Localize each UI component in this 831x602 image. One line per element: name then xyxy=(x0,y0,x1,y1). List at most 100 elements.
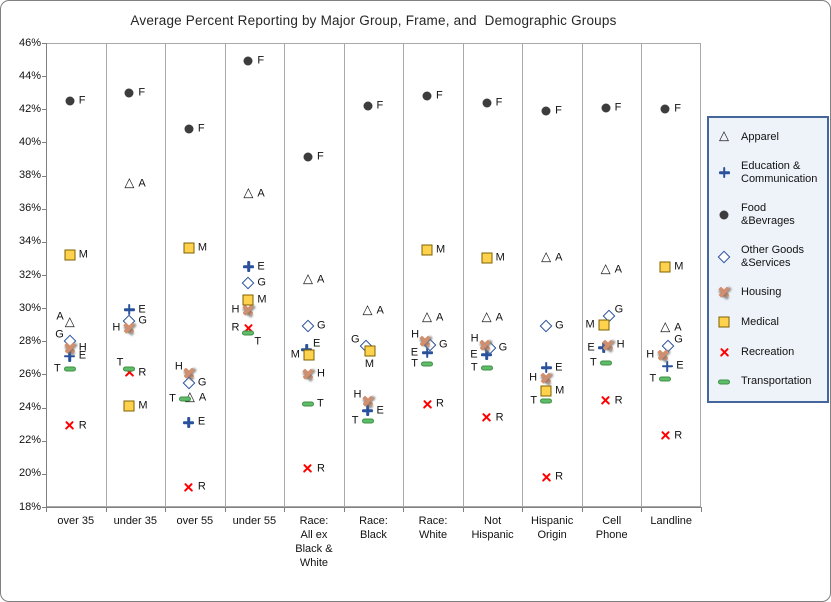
legend-item-E: Education & Communication xyxy=(716,160,823,186)
point-T-5 xyxy=(361,418,374,424)
point-M-10 xyxy=(659,261,671,273)
legend-item-R: Recreation xyxy=(716,345,823,359)
x-axis-category-label: under 35 xyxy=(113,515,158,527)
y-axis-tick xyxy=(42,175,46,177)
legend-item-T: Transportation xyxy=(716,375,823,389)
y-axis-tick-label: 20% xyxy=(18,467,41,480)
point-H-6 xyxy=(419,335,431,347)
point-label-R-6: R xyxy=(436,397,444,410)
recreation-legend-icon xyxy=(716,345,732,359)
point-label-T-8: T xyxy=(530,394,538,407)
point-A-8: △ xyxy=(541,249,552,265)
x-axis-tick xyxy=(403,507,405,512)
point-R-8 xyxy=(541,472,552,483)
point-A-6: △ xyxy=(422,309,433,325)
x-axis-category-label: Hispanic Origin xyxy=(531,515,574,541)
food-bevrages-marker-circle-icon xyxy=(719,210,729,220)
point-label-H-7: H xyxy=(470,332,479,345)
x-axis-category-label: Cell Phone xyxy=(595,515,628,541)
food-bevrages-legend-icon xyxy=(716,208,732,222)
education-communication-marker-plus-icon xyxy=(718,167,730,179)
point-label-M-5: M xyxy=(364,358,375,371)
point-E-8 xyxy=(540,362,552,374)
point-label-E-2: E xyxy=(197,415,206,428)
point-label-G-6: G xyxy=(439,338,448,351)
y-axis-tick-label: 28% xyxy=(18,334,41,347)
recreation-marker-x-icon xyxy=(719,347,730,358)
housing-legend-icon xyxy=(716,285,732,299)
y-axis-tick-label: 42% xyxy=(18,102,41,115)
point-label-F-3: F xyxy=(257,54,265,67)
y-axis-line xyxy=(46,43,47,507)
category-gridline xyxy=(224,43,226,507)
other-goods-services-legend-icon xyxy=(716,250,732,264)
point-M-6 xyxy=(421,244,433,256)
point-H-5 xyxy=(361,395,374,407)
point-label-F-9: F xyxy=(614,101,622,114)
point-label-H-10: H xyxy=(646,348,655,361)
point-label-G-3: G xyxy=(257,276,266,289)
point-H-1 xyxy=(123,322,135,334)
point-label-F-10: F xyxy=(674,102,681,115)
x-axis-category-label: Race: All ex Black & White xyxy=(295,515,333,569)
y-axis-tick-label: 38% xyxy=(18,169,41,182)
point-label-R-9: R xyxy=(614,394,623,407)
point-label-G-5: G xyxy=(350,333,360,346)
point-label-G-9: G xyxy=(614,303,624,316)
legend-label: Other Goods &Services xyxy=(741,243,804,269)
point-label-R-0: R xyxy=(78,419,87,432)
legend-label: Food &Bevrages xyxy=(741,201,795,227)
point-M-7 xyxy=(481,252,493,264)
category-gridline xyxy=(284,43,286,507)
y-axis-tick xyxy=(42,473,46,475)
y-axis-tick xyxy=(42,241,46,243)
point-H-7 xyxy=(479,339,491,351)
point-label-H-9: H xyxy=(616,338,625,351)
x-axis-category-label: Landline xyxy=(650,515,693,527)
legend-label: Recreation xyxy=(741,345,795,358)
legend-label: Medical xyxy=(741,315,779,328)
point-T-1 xyxy=(123,366,136,372)
point-label-E-6: E xyxy=(410,346,419,359)
point-R-2 xyxy=(183,482,194,493)
legend-label: Transportation xyxy=(741,375,812,388)
point-label-H-2: H xyxy=(174,360,183,373)
category-gridline xyxy=(641,43,643,507)
y-axis-tick xyxy=(42,507,46,508)
legend-label: Apparel xyxy=(741,130,779,143)
point-label-M-4: M xyxy=(290,348,300,361)
x-axis-tick xyxy=(165,507,167,512)
y-axis-tick-label: 22% xyxy=(18,434,41,447)
point-F-6 xyxy=(422,91,432,101)
x-axis-tick xyxy=(105,507,107,512)
point-T-7 xyxy=(480,365,493,371)
y-axis-tick-label: 34% xyxy=(18,235,41,248)
point-H-2 xyxy=(183,367,195,379)
point-label-T-4: T xyxy=(316,397,324,410)
y-axis-tick xyxy=(42,341,46,343)
point-R-7 xyxy=(481,412,492,423)
point-label-M-6: M xyxy=(436,243,446,256)
point-R-0 xyxy=(64,420,75,431)
point-label-E-10: E xyxy=(676,359,684,372)
point-label-F-7: F xyxy=(495,96,503,109)
point-A-1: △ xyxy=(124,175,135,191)
point-F-7 xyxy=(482,98,492,108)
point-label-A-9: A xyxy=(614,263,623,276)
medical-marker-square-icon xyxy=(718,316,730,328)
point-label-R-7: R xyxy=(495,411,504,423)
x-axis-tick xyxy=(224,507,226,512)
x-axis-category-label: Not Hispanic xyxy=(471,515,514,541)
point-label-F-8: F xyxy=(555,104,562,117)
point-label-F-4: F xyxy=(316,150,324,163)
point-label-F-2: F xyxy=(197,122,205,135)
education-communication-legend-icon xyxy=(716,166,732,180)
category-gridline xyxy=(343,43,345,507)
y-axis-tick-label: 32% xyxy=(18,268,41,281)
point-E-5 xyxy=(362,405,373,417)
point-A-4: △ xyxy=(302,271,313,287)
point-label-E-8: E xyxy=(555,361,563,374)
point-label-E-7: E xyxy=(470,348,478,361)
point-H-10 xyxy=(657,349,669,361)
